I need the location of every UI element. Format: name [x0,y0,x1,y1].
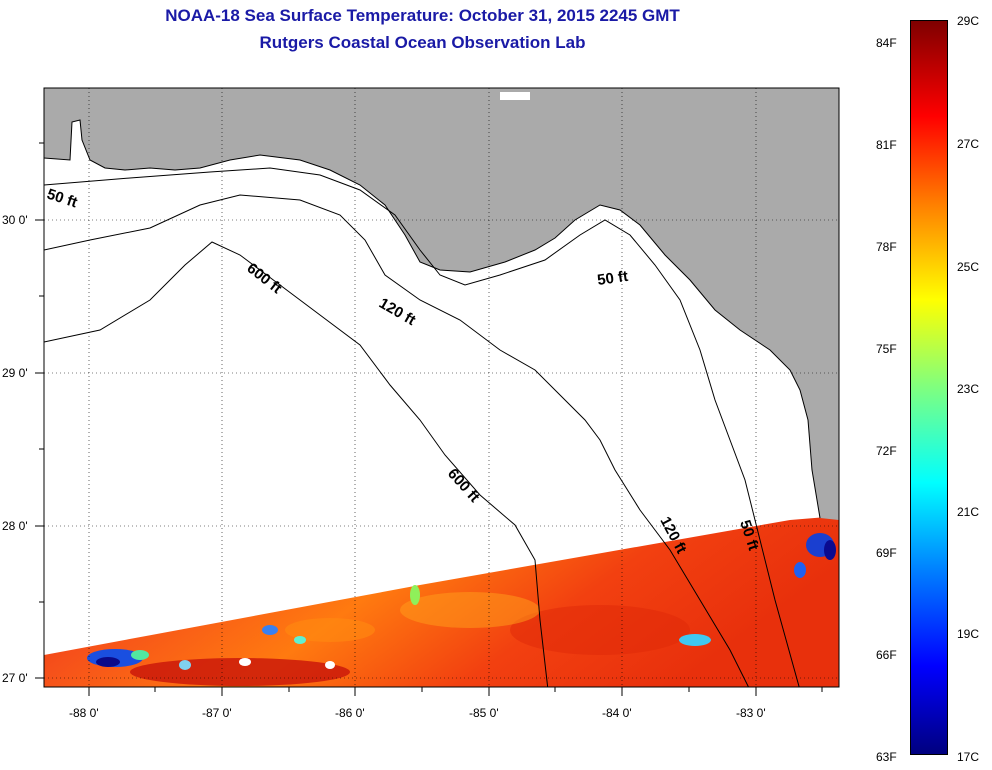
contour-label: 50 ft [596,268,629,289]
colorbar-c-label: 25C [957,260,980,274]
coastline [44,119,821,519]
map-title: NOAA-18 Sea Surface Temperature: October… [165,6,680,25]
cold-cloud-pixels [87,533,836,670]
lat-label: 28 0' [2,519,28,533]
lon-label: -84 0' [602,706,632,720]
map-subtitle: Rutgers Coastal Ocean Observation Lab [259,33,586,52]
contour-600ft [44,241,549,687]
graticule [44,88,839,687]
lon-label: -88 0' [69,706,99,720]
colorbar-f-label: 69F [876,546,897,560]
colorbar-c-label: 23C [957,382,980,396]
lat-label: 29 0' [2,366,28,380]
lat-label: 30 0' [2,213,28,227]
land-mass [44,88,839,520]
sst-warm-patch [400,592,540,628]
colorbar-f-label: 78F [876,240,897,254]
colorbar-f-label: 81F [876,138,897,152]
colorbar-c-label: 17C [957,750,980,764]
lon-label: -87 0' [202,706,232,720]
lat-label: 27 0' [2,671,28,685]
sst-warm-patch [285,618,375,642]
colorbar-c-label: 19C [957,627,980,641]
temperature-colorbar [910,20,948,755]
colorbar-c-label: 27C [957,137,980,151]
colorbar-f-label: 84F [876,36,897,50]
lon-label: -85 0' [469,706,499,720]
colorbar-f-label: 66F [876,648,897,662]
axis-ticks [35,142,823,696]
island [500,92,530,100]
colorbar-c-label: 21C [957,505,980,519]
lon-label: -83 0' [736,706,766,720]
colorbar-c-label: 29C [957,14,980,28]
lon-label: -86 0' [335,706,365,720]
colorbar-f-label: 63F [876,750,897,764]
sst-hot-patch [510,605,690,655]
contour-120ft [44,194,750,687]
colorbar-f-label: 75F [876,342,897,356]
map-frame [43,87,840,688]
contour-50ft [44,167,800,687]
colorbar-f-label: 72F [876,444,897,458]
